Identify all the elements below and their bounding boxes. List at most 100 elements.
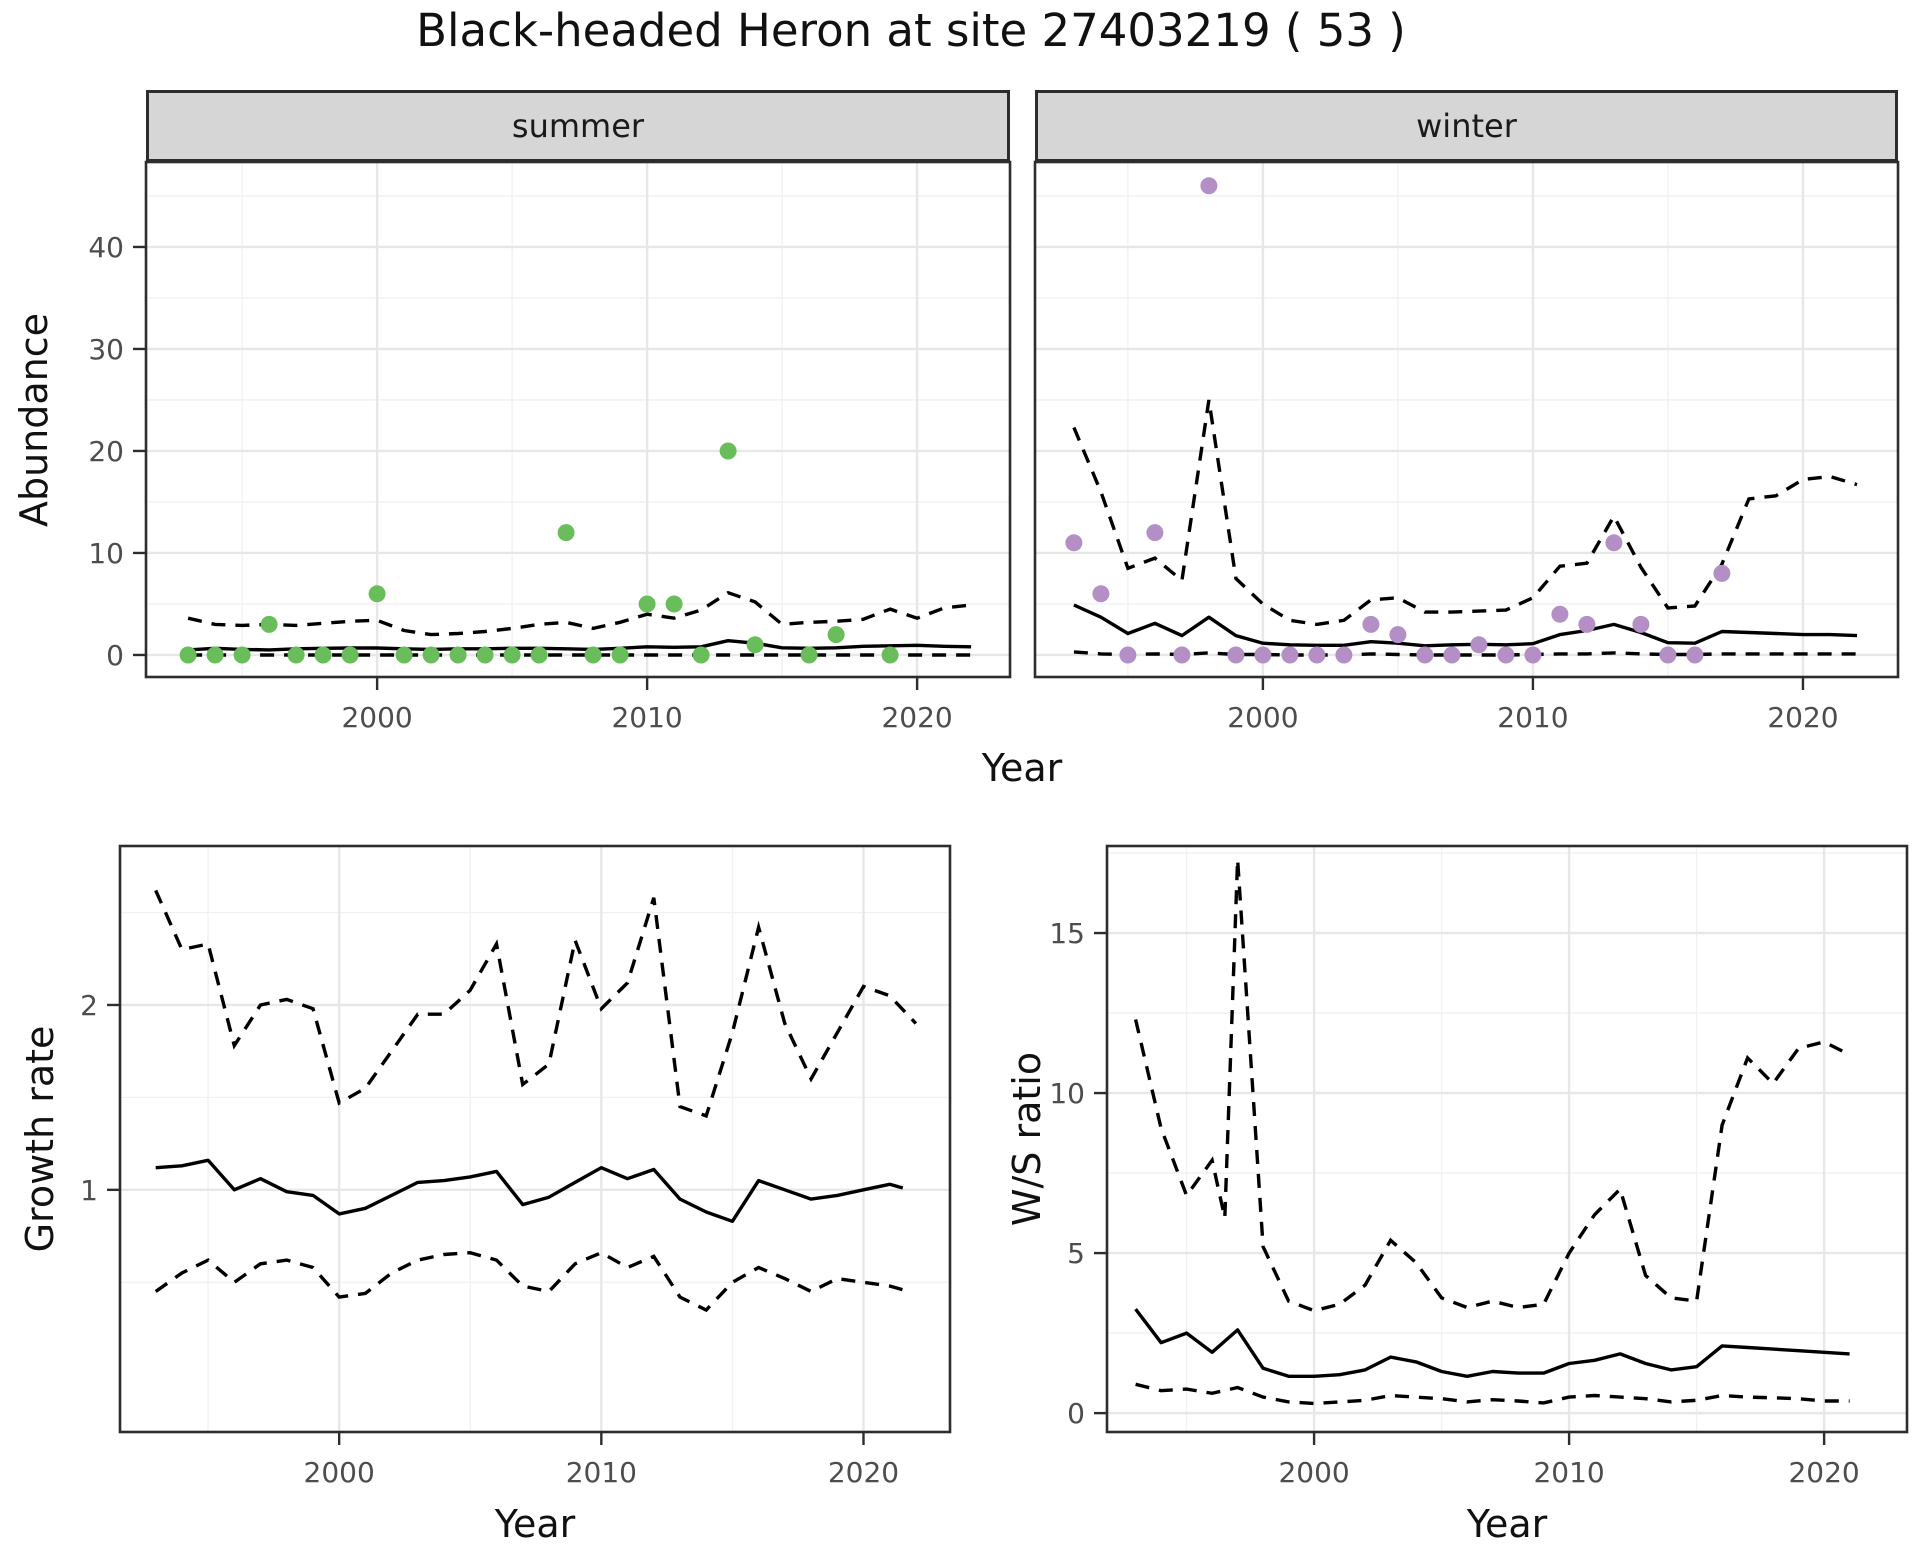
median-line [1134, 1308, 1850, 1379]
x-tick-label: 2000 [1227, 701, 1298, 734]
observation-dot [719, 442, 737, 460]
observation-dot [1092, 585, 1110, 603]
observation-dot [1065, 534, 1083, 552]
observation-dot [1119, 646, 1137, 664]
x-axis-title-growth: Year [494, 1502, 576, 1546]
observation-dot [1281, 646, 1299, 664]
growth-panel-background [120, 846, 950, 1432]
y-tick-label: 2 [80, 989, 98, 1022]
y-tick-label: 5 [1067, 1237, 1085, 1270]
observation-dot [368, 585, 386, 603]
observation-dot [530, 646, 548, 664]
observation-dot [287, 646, 305, 664]
observation-dot [1551, 605, 1569, 623]
x-tick-label: 2000 [1278, 1456, 1349, 1489]
observation-dot [1605, 534, 1623, 552]
x-tick-label: 2020 [881, 701, 952, 734]
x-tick-label: 2010 [566, 1456, 637, 1489]
observation-dot [206, 646, 224, 664]
median-line [155, 1158, 904, 1224]
growth-panel: 2000 2010 2020 1 2 [80, 844, 952, 1489]
y-tick-label: 0 [106, 639, 124, 672]
observation-dot [1389, 626, 1407, 644]
x-tick-label: 2020 [1788, 1456, 1859, 1489]
observation-dot [827, 626, 845, 644]
observation-dot [557, 524, 575, 542]
upper-ci-line [187, 590, 972, 637]
observation-dot [1443, 646, 1461, 664]
observation-dot [1659, 646, 1677, 664]
observation-dot [233, 646, 251, 664]
winter-panel: 2000 2010 2020 [1033, 160, 1900, 734]
panel-border [1105, 844, 1909, 1434]
y-tick-label: 15 [1049, 917, 1085, 950]
observation-dot [1578, 615, 1596, 633]
panel-border [144, 160, 1012, 679]
observation-dot [746, 636, 764, 654]
x-axis-title-ws: Year [1466, 1502, 1548, 1546]
winter-panel-background [1035, 162, 1898, 677]
observation-dot [422, 646, 440, 664]
observation-dot [1470, 636, 1488, 654]
observation-dot [341, 646, 359, 664]
observation-dot [1308, 646, 1326, 664]
lower-ci-line [1073, 650, 1857, 657]
x-tick-label: 2000 [304, 1456, 375, 1489]
y-tick-label: 20 [88, 435, 124, 468]
ws-panel: 2000 2010 2020 0 5 10 15 [1049, 844, 1909, 1489]
observation-dot [1686, 646, 1704, 664]
observation-dot [476, 646, 494, 664]
upper-ci-line [1072, 399, 1858, 627]
lower-ci-line [154, 1250, 904, 1313]
observation-dot [1497, 646, 1515, 664]
observation-dot [260, 615, 278, 633]
observation-dot [1632, 615, 1650, 633]
x-tick-label: 2010 [611, 701, 682, 734]
facet-strip-summer-label: summer [511, 107, 645, 145]
observation-dot [1254, 646, 1272, 664]
observation-dot [395, 646, 413, 664]
observation-dot [1146, 524, 1164, 542]
facet-strip-summer: summer [146, 90, 1010, 162]
upper-ci-line [154, 889, 918, 1119]
x-tick-label: 2010 [1533, 1456, 1604, 1489]
y-tick-label: 10 [1049, 1077, 1085, 1110]
observation-dot [611, 646, 629, 664]
summer-panel: 2000 2010 2020 0 10 20 30 40 [88, 160, 1012, 734]
chart-title: Black-headed Heron at site 27403219 ( 53… [416, 4, 1406, 57]
observation-dot [503, 646, 521, 664]
median-line [1073, 603, 1858, 648]
x-axis-title-top: Year [981, 746, 1063, 790]
observation-dot [1362, 615, 1380, 633]
x-tick-label: 2020 [828, 1456, 899, 1489]
x-tick-label: 2010 [1497, 701, 1568, 734]
x-tick-label: 2020 [1767, 701, 1838, 734]
y-tick-label: 10 [88, 537, 124, 570]
observation-dot [1227, 646, 1245, 664]
observation-dot [638, 595, 656, 613]
facet-strip-winter: winter [1035, 90, 1898, 162]
observation-dot [692, 646, 710, 664]
observation-dot [800, 646, 818, 664]
facet-strip-winter-label: winter [1416, 107, 1517, 145]
y-tick-label: 1 [80, 1174, 98, 1207]
y-tick-label: 0 [1067, 1397, 1085, 1430]
observation-dot [1524, 646, 1542, 664]
y-tick-label: 40 [88, 231, 124, 264]
panel-border [1033, 160, 1900, 679]
observation-dot [584, 646, 602, 664]
observation-dot [881, 646, 899, 664]
observation-dot [1416, 646, 1434, 664]
observation-dot [1200, 177, 1218, 195]
observation-dot [1713, 564, 1731, 582]
x-tick-label: 2000 [341, 701, 412, 734]
lower-ci-line [1135, 1382, 1850, 1406]
observation-dot [1173, 646, 1191, 664]
y-tick-label: 30 [88, 333, 124, 366]
observation-dot [1335, 646, 1353, 664]
observation-dot [179, 646, 197, 664]
panel-border [118, 844, 952, 1434]
observation-dot [449, 646, 467, 664]
